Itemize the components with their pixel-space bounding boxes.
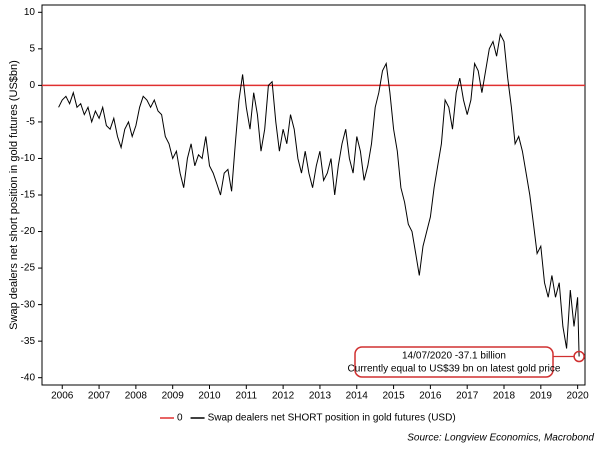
x-tick-label: 2009: [162, 391, 185, 402]
y-tick-label: 0: [29, 80, 35, 91]
x-tick-label: 2012: [272, 391, 295, 402]
y-tick-label: -15: [21, 190, 36, 201]
x-tick-label: 2015: [382, 391, 405, 402]
x-tick-label: 2013: [309, 391, 332, 402]
y-tick-label: -30: [21, 299, 36, 310]
x-tick-label: 2014: [346, 391, 369, 402]
annotation-box: [354, 346, 554, 378]
x-tick-label: 2017: [456, 391, 479, 402]
x-tick-label: 2007: [88, 391, 111, 402]
y-tick-label: -25: [21, 263, 36, 274]
source: Source: Longview Economics, Macrobond: [407, 433, 594, 444]
x-tick-label: 2011: [236, 391, 258, 402]
line: [58, 32, 580, 357]
legend-label: 0: [177, 413, 183, 424]
x-tick-label: 2020: [567, 391, 590, 402]
x-tick-label: 2018: [493, 391, 516, 402]
y-tick-label: 5: [29, 43, 35, 54]
y-tick-label: -5: [26, 117, 35, 128]
x-tick-label: 2019: [530, 391, 553, 402]
y-tick-label: -40: [21, 372, 36, 383]
y-tick-label: -10: [21, 153, 36, 164]
annotation-text: 14/07/2020 -37.1 billion: [402, 351, 506, 362]
y-tick-label: -20: [21, 226, 36, 237]
y-tick-label: 10: [24, 7, 36, 18]
x-tick-label: 2008: [125, 391, 148, 402]
x-tick-label: 2016: [419, 391, 442, 402]
x-tick-label: 2006: [51, 391, 74, 402]
legend-label: Swap dealers net SHORT position in gold …: [208, 413, 456, 424]
y-tick-label: -35: [21, 336, 36, 347]
x-tick-label: 2010: [198, 391, 221, 402]
plot-frame: [41, 4, 586, 386]
annotation-text: Currently equal to US$39 bn on latest go…: [348, 364, 561, 375]
y-axis-label: Swap dealers net short position in gold …: [8, 60, 20, 330]
